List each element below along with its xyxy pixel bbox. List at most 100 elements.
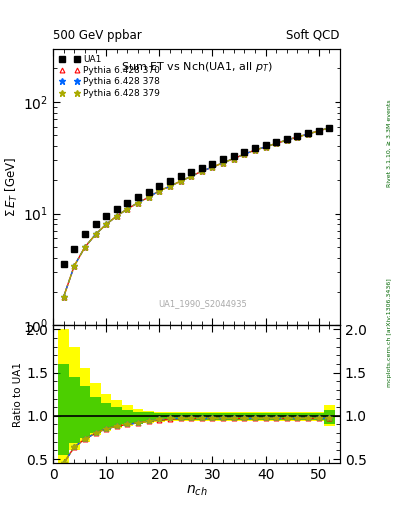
Pythia 6.428 379 (263, 144, 268, 150)
UA1 (200, 165, 204, 171)
UA1 (327, 125, 332, 132)
Pythia 6.428 370 (93, 231, 98, 238)
Pythia 6.428 379 (61, 293, 66, 300)
Pythia 6.428 378 (61, 293, 66, 300)
Text: 500 GeV ppbar: 500 GeV ppbar (53, 29, 142, 42)
Pythia 6.428 370 (167, 183, 172, 189)
UA1 (72, 246, 77, 252)
Pythia 6.428 370 (61, 293, 66, 300)
Pythia 6.428 378 (285, 137, 289, 143)
Pythia 6.428 378 (210, 164, 215, 170)
Pythia 6.428 370 (104, 221, 108, 227)
UA1 (125, 200, 130, 206)
UA1 (221, 156, 226, 162)
Pythia 6.428 378 (221, 160, 226, 166)
Legend: UA1, Pythia 6.428 370, Pythia 6.428 378, Pythia 6.428 379: UA1, Pythia 6.428 370, Pythia 6.428 378,… (57, 53, 162, 99)
Pythia 6.428 370 (295, 134, 300, 140)
Pythia 6.428 370 (306, 131, 310, 137)
Pythia 6.428 379 (157, 188, 162, 194)
Pythia 6.428 379 (167, 183, 172, 189)
Pythia 6.428 379 (72, 263, 77, 269)
Y-axis label: $\Sigma\,E_T$ [GeV]: $\Sigma\,E_T$ [GeV] (4, 157, 20, 217)
Pythia 6.428 378 (104, 221, 108, 227)
Text: Soft QCD: Soft QCD (286, 29, 340, 42)
Pythia 6.428 370 (253, 147, 257, 153)
Pythia 6.428 378 (157, 188, 162, 194)
UA1 (189, 169, 193, 175)
Pythia 6.428 370 (125, 206, 130, 212)
Pythia 6.428 370 (114, 213, 119, 219)
UA1 (210, 161, 215, 167)
Pythia 6.428 379 (274, 140, 279, 146)
Pythia 6.428 378 (93, 231, 98, 238)
Pythia 6.428 379 (306, 131, 310, 137)
Pythia 6.428 378 (146, 194, 151, 200)
Pythia 6.428 378 (242, 151, 247, 157)
Pythia 6.428 379 (136, 200, 140, 206)
Pythia 6.428 378 (125, 206, 130, 212)
UA1 (285, 136, 289, 142)
Pythia 6.428 378 (316, 128, 321, 134)
Pythia 6.428 370 (178, 178, 183, 184)
Pythia 6.428 379 (221, 160, 226, 166)
UA1 (253, 145, 257, 151)
Pythia 6.428 378 (327, 125, 332, 131)
Line: Pythia 6.428 378: Pythia 6.428 378 (61, 125, 332, 300)
Pythia 6.428 379 (93, 231, 98, 238)
UA1 (274, 139, 279, 145)
UA1 (136, 194, 140, 200)
Pythia 6.428 370 (327, 125, 332, 131)
Pythia 6.428 379 (285, 137, 289, 143)
Pythia 6.428 378 (253, 147, 257, 153)
Text: UA1_1990_S2044935: UA1_1990_S2044935 (158, 300, 247, 309)
Pythia 6.428 379 (327, 125, 332, 131)
Pythia 6.428 378 (306, 131, 310, 137)
Pythia 6.428 379 (114, 213, 119, 219)
Pythia 6.428 379 (242, 151, 247, 157)
UA1 (146, 189, 151, 196)
Pythia 6.428 370 (274, 140, 279, 146)
Pythia 6.428 378 (167, 183, 172, 189)
Pythia 6.428 370 (157, 188, 162, 194)
UA1 (263, 142, 268, 148)
Pythia 6.428 370 (146, 194, 151, 200)
UA1 (114, 206, 119, 212)
Pythia 6.428 378 (136, 200, 140, 206)
Pythia 6.428 378 (274, 140, 279, 146)
Text: Sum ET vs Nch(UA1, all $p_T$): Sum ET vs Nch(UA1, all $p_T$) (121, 60, 272, 74)
Pythia 6.428 379 (83, 244, 87, 250)
Pythia 6.428 378 (263, 144, 268, 150)
Pythia 6.428 378 (72, 263, 77, 269)
UA1 (316, 128, 321, 134)
UA1 (61, 261, 66, 267)
Pythia 6.428 370 (242, 151, 247, 157)
Pythia 6.428 378 (189, 174, 193, 180)
Text: mcplots.cern.ch [arXiv:1306.3436]: mcplots.cern.ch [arXiv:1306.3436] (387, 279, 392, 387)
Pythia 6.428 378 (83, 244, 87, 250)
Pythia 6.428 370 (200, 168, 204, 174)
Pythia 6.428 378 (114, 213, 119, 219)
Pythia 6.428 379 (231, 156, 236, 162)
Pythia 6.428 379 (146, 194, 151, 200)
Pythia 6.428 370 (189, 174, 193, 180)
Pythia 6.428 370 (72, 263, 77, 269)
Pythia 6.428 379 (253, 147, 257, 153)
UA1 (295, 133, 300, 139)
UA1 (231, 153, 236, 159)
Pythia 6.428 379 (104, 221, 108, 227)
UA1 (104, 213, 108, 219)
UA1 (83, 231, 87, 238)
Line: Pythia 6.428 370: Pythia 6.428 370 (61, 125, 332, 299)
Pythia 6.428 379 (200, 168, 204, 174)
Pythia 6.428 378 (231, 156, 236, 162)
Pythia 6.428 379 (125, 206, 130, 212)
UA1 (306, 130, 310, 136)
Pythia 6.428 370 (231, 156, 236, 162)
Pythia 6.428 379 (210, 164, 215, 170)
UA1 (242, 149, 247, 155)
Line: UA1: UA1 (61, 125, 332, 267)
Pythia 6.428 370 (210, 164, 215, 170)
Text: Rivet 3.1.10, ≥ 3.3M events: Rivet 3.1.10, ≥ 3.3M events (387, 99, 392, 187)
X-axis label: $n_{ch}$: $n_{ch}$ (185, 484, 208, 498)
Pythia 6.428 379 (316, 128, 321, 134)
